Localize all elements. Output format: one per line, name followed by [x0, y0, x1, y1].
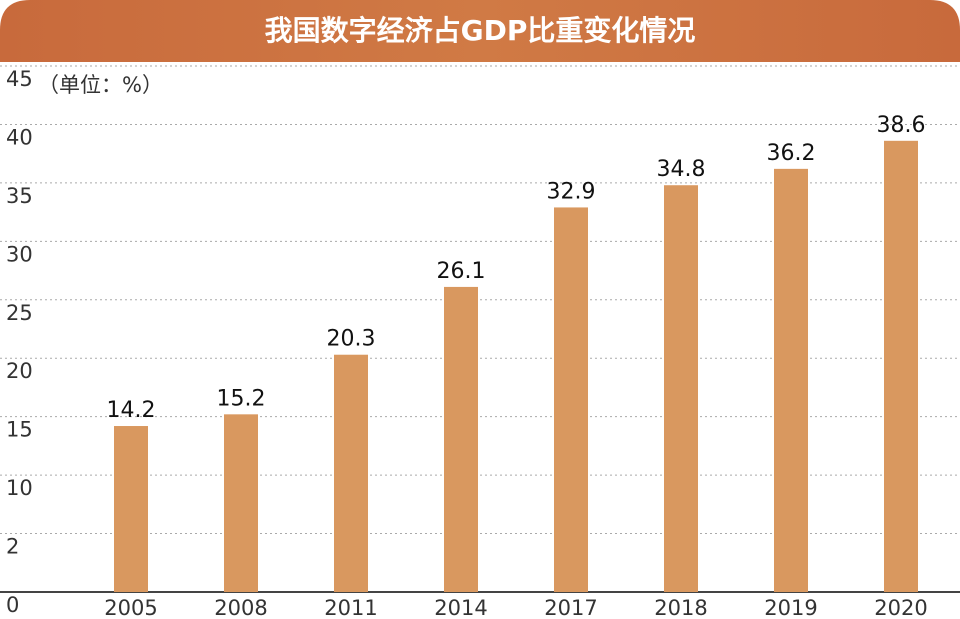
x-tick-label: 2020 [874, 596, 927, 619]
unit-label: （单位：%） [38, 73, 163, 97]
y-tick-label: 30 [6, 242, 33, 266]
bar [774, 168, 808, 592]
value-label: 38.6 [877, 113, 926, 138]
y-tick-label: 0 [6, 593, 19, 617]
value-label: 36.2 [767, 141, 816, 166]
x-tick-label: 2018 [654, 596, 707, 619]
x-tick-label: 2019 [764, 596, 817, 619]
y-tick-label: 25 [6, 301, 33, 325]
chart-title: 我国数字经济占GDP比重变化情况 [265, 14, 696, 47]
value-label: 26.1 [437, 259, 486, 284]
bar [114, 426, 148, 592]
bar [664, 185, 698, 592]
bar [554, 207, 588, 593]
x-tick-label: 2011 [324, 596, 377, 619]
y-tick-label: 2 [6, 535, 19, 559]
value-label: 14.2 [107, 398, 156, 423]
value-label: 20.3 [327, 327, 376, 352]
bar [334, 354, 368, 592]
bar [884, 140, 918, 592]
value-label: 15.2 [217, 386, 266, 411]
value-label: 32.9 [547, 179, 596, 204]
title-bar [0, 0, 960, 62]
x-tick-label: 2017 [544, 596, 597, 619]
y-tick-label: 40 [6, 125, 33, 149]
y-tick-label: 15 [6, 418, 33, 442]
y-tick-label: 45 [6, 67, 33, 91]
y-tick-label: 10 [6, 476, 33, 500]
y-tick-label: 20 [6, 359, 33, 383]
bar [444, 286, 478, 592]
x-tick-label: 2005 [104, 596, 157, 619]
y-tick-label: 35 [6, 184, 33, 208]
value-label: 34.8 [657, 157, 706, 182]
bar [224, 414, 258, 592]
x-tick-label: 2014 [434, 596, 487, 619]
x-tick-label: 2008 [214, 596, 267, 619]
